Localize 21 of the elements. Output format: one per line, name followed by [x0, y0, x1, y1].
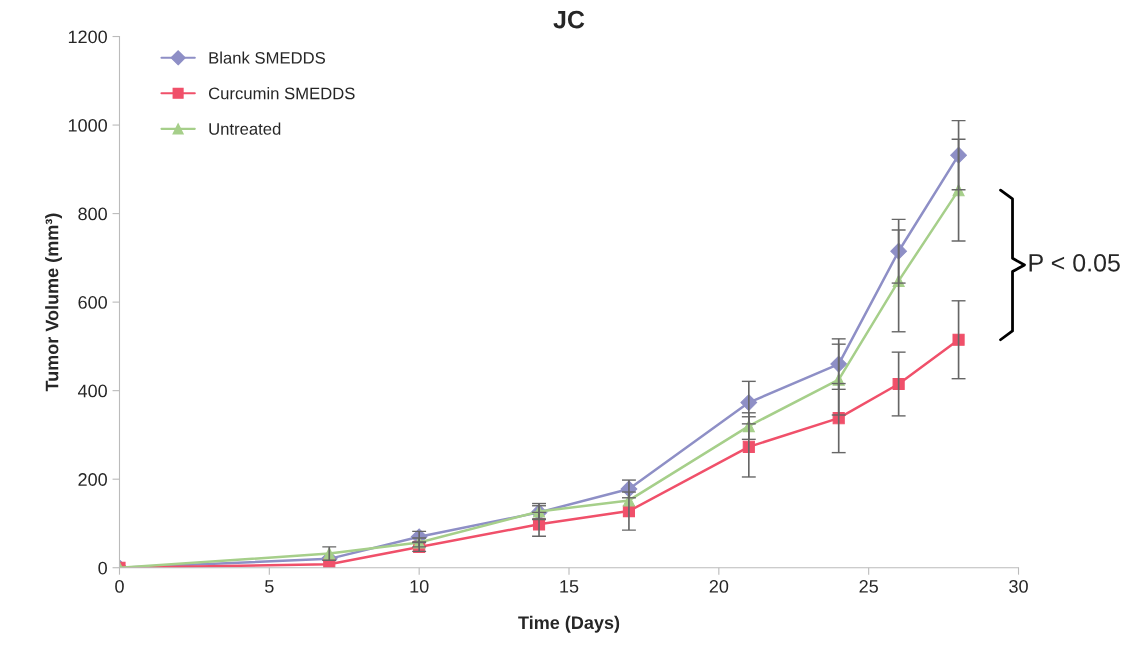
y-tick-label: 200 — [78, 473, 107, 486]
text: P < 0.05 — [1029, 253, 1120, 272]
y-tick-label: 1000 — [68, 118, 107, 132]
legend-label: Blank SMEDDS — [209, 51, 325, 64]
x-tick-label: 0 — [115, 580, 124, 593]
x-axis-title: Time (Days) — [518, 615, 620, 633]
x-tick-label: 25 — [859, 580, 878, 593]
y-tick-label: 800 — [78, 207, 107, 221]
y-tick-label: 400 — [77, 384, 107, 398]
legend-label: Curcumin SMEDDS — [208, 87, 355, 100]
y-tick-label: 600 — [78, 296, 107, 309]
chart-title: JC — [553, 10, 585, 29]
y-tick-label: 0 — [98, 561, 107, 575]
x-tick-label: 30 — [1009, 580, 1028, 593]
legend-label: Untreated — [209, 122, 281, 135]
x-tick-label: 15 — [560, 580, 579, 593]
y-tick-label: 1200 — [68, 30, 107, 44]
x-tick-label: 5 — [265, 580, 274, 593]
x-tick-label: 20 — [709, 580, 729, 593]
x-tick-label: 10 — [410, 580, 429, 593]
y-axis-title: Tumor Volume (mm³) — [45, 213, 62, 392]
